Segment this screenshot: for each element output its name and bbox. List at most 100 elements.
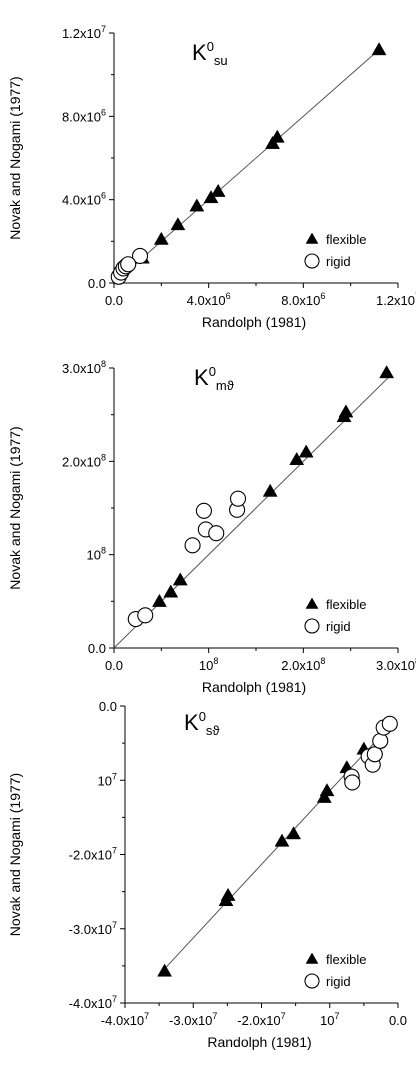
x-tick-label: 0.0: [389, 1013, 407, 1028]
data-point-rigid: [372, 732, 389, 749]
y-tick-exponent: 8: [101, 452, 106, 462]
x-tick-exponent: 7: [144, 1011, 149, 1021]
data-point-flexible: [157, 963, 173, 977]
data-point-flexible: [189, 198, 205, 212]
legend-label: rigid: [326, 254, 351, 269]
fit-line: [162, 724, 392, 972]
x-tick-label: 108: [199, 656, 218, 673]
y-tick-exponent: 7: [112, 771, 117, 781]
data-point-flexible: [338, 404, 354, 418]
x-tick-label: 107: [320, 1011, 339, 1028]
x-tick-label: 0.0: [105, 658, 123, 673]
panel-title: K0sϑ: [184, 709, 220, 738]
data-point-flexible: [220, 887, 236, 901]
title-subscript: su: [214, 53, 228, 68]
x-tick-label: 0.0: [105, 293, 123, 308]
y-axis-title: Novak and Nogami (1977): [7, 76, 23, 239]
data-point-rigid: [381, 715, 398, 732]
title-base: K: [194, 365, 209, 390]
legend-marker-flexible: [305, 232, 319, 244]
title-superscript: 0: [209, 364, 216, 379]
data-point-flexible: [298, 444, 314, 458]
data-point-rigid: [120, 256, 137, 273]
data-point-flexible: [170, 217, 186, 231]
y-tick-label: 0.0: [88, 276, 106, 291]
legend-label: flexible: [326, 232, 366, 247]
y-tick-exponent: 8: [101, 546, 106, 556]
y-tick-exponent: 6: [101, 107, 106, 117]
y-tick-mantissa: 10: [98, 773, 112, 788]
legend-marker-rigid: [304, 618, 320, 634]
data-point-rigid: [208, 525, 225, 542]
panel-title: K0su: [192, 39, 228, 68]
x-tick-exponent: 7: [212, 1011, 217, 1021]
y-tick-exponent: 7: [112, 994, 117, 1004]
x-tick-label: 3.0x108: [376, 656, 416, 673]
legend-label: flexible: [326, 597, 366, 612]
y-tick-label: 0.0: [88, 641, 106, 656]
y-tick-label: 107: [98, 771, 117, 788]
data-point-flexible: [286, 826, 302, 840]
x-tick-mantissa: -4.0x10: [101, 1013, 144, 1028]
y-tick-exponent: 7: [101, 24, 106, 34]
y-tick-mantissa: -2.0x10: [69, 848, 112, 863]
fit-line: [113, 49, 380, 284]
y-tick-exponent: 6: [101, 191, 106, 201]
x-tick-mantissa: -2.0x10: [237, 1013, 280, 1028]
x-tick-exponent: 6: [320, 291, 325, 301]
y-tick-label: 2.0x108: [62, 452, 106, 469]
data-point-flexible: [163, 584, 179, 598]
legend-marker-flexible: [305, 597, 319, 609]
data-point-flexible: [379, 365, 395, 379]
y-tick-mantissa: 1.2x10: [62, 26, 101, 41]
legend-marker-flexible: [305, 952, 319, 964]
title-superscript: 0: [207, 39, 214, 54]
title-base: K: [184, 710, 199, 735]
x-tick-mantissa: 0.0: [389, 1013, 407, 1028]
x-tick-mantissa: 2.0x10: [281, 658, 320, 673]
y-tick-exponent: 8: [101, 359, 106, 369]
y-tick-mantissa: 0.0: [88, 641, 106, 656]
x-tick-mantissa: 8.0x10: [281, 293, 320, 308]
data-point-flexible: [316, 789, 332, 803]
data-point-rigid: [184, 537, 201, 554]
data-point-flexible: [152, 593, 167, 607]
x-tick-exponent: 8: [213, 656, 218, 666]
y-tick-mantissa: 0.0: [88, 276, 106, 291]
x-tick-exponent: 7: [334, 1011, 339, 1021]
data-point-rigid: [344, 774, 361, 791]
data-point-flexible: [172, 572, 188, 586]
data-point-rigid: [229, 490, 247, 507]
y-tick-mantissa: -4.0x10: [69, 996, 112, 1011]
title-superscript: 0: [199, 709, 206, 724]
data-point-rigid: [195, 502, 212, 519]
x-axis-title: Randolph (1981): [202, 679, 306, 695]
x-tick-exponent: 7: [281, 1011, 286, 1021]
data-point-rigid: [366, 746, 383, 763]
x-tick-label: -3.0x107: [169, 1011, 217, 1028]
data-point-flexible: [262, 483, 278, 497]
y-tick-exponent: 7: [112, 920, 117, 930]
data-point-flexible: [319, 783, 335, 797]
x-tick-mantissa: -3.0x10: [169, 1013, 212, 1028]
x-tick-mantissa: 4.0x10: [187, 293, 226, 308]
title-subscript: sϑ: [206, 723, 221, 738]
title-base: K: [192, 40, 207, 65]
y-tick-label: 8.0x106: [62, 107, 106, 124]
x-axis-title: Randolph (1981): [207, 1034, 311, 1050]
x-tick-label: 8.0x106: [281, 291, 325, 308]
data-point-flexible: [269, 129, 285, 143]
title-subscript: mϑ: [216, 378, 235, 393]
data-point-rigid: [131, 247, 149, 264]
legend-marker-rigid: [304, 973, 320, 989]
y-tick-exponent: 7: [112, 846, 117, 856]
y-tick-mantissa: 3.0x10: [62, 361, 101, 376]
y-tick-mantissa: 4.0x10: [62, 193, 101, 208]
x-tick-label: -4.0x107: [101, 1011, 149, 1028]
x-axis-title: Randolph (1981): [202, 314, 306, 330]
x-tick-label: 1.2x107: [376, 291, 416, 308]
legend-label: flexible: [326, 952, 366, 967]
